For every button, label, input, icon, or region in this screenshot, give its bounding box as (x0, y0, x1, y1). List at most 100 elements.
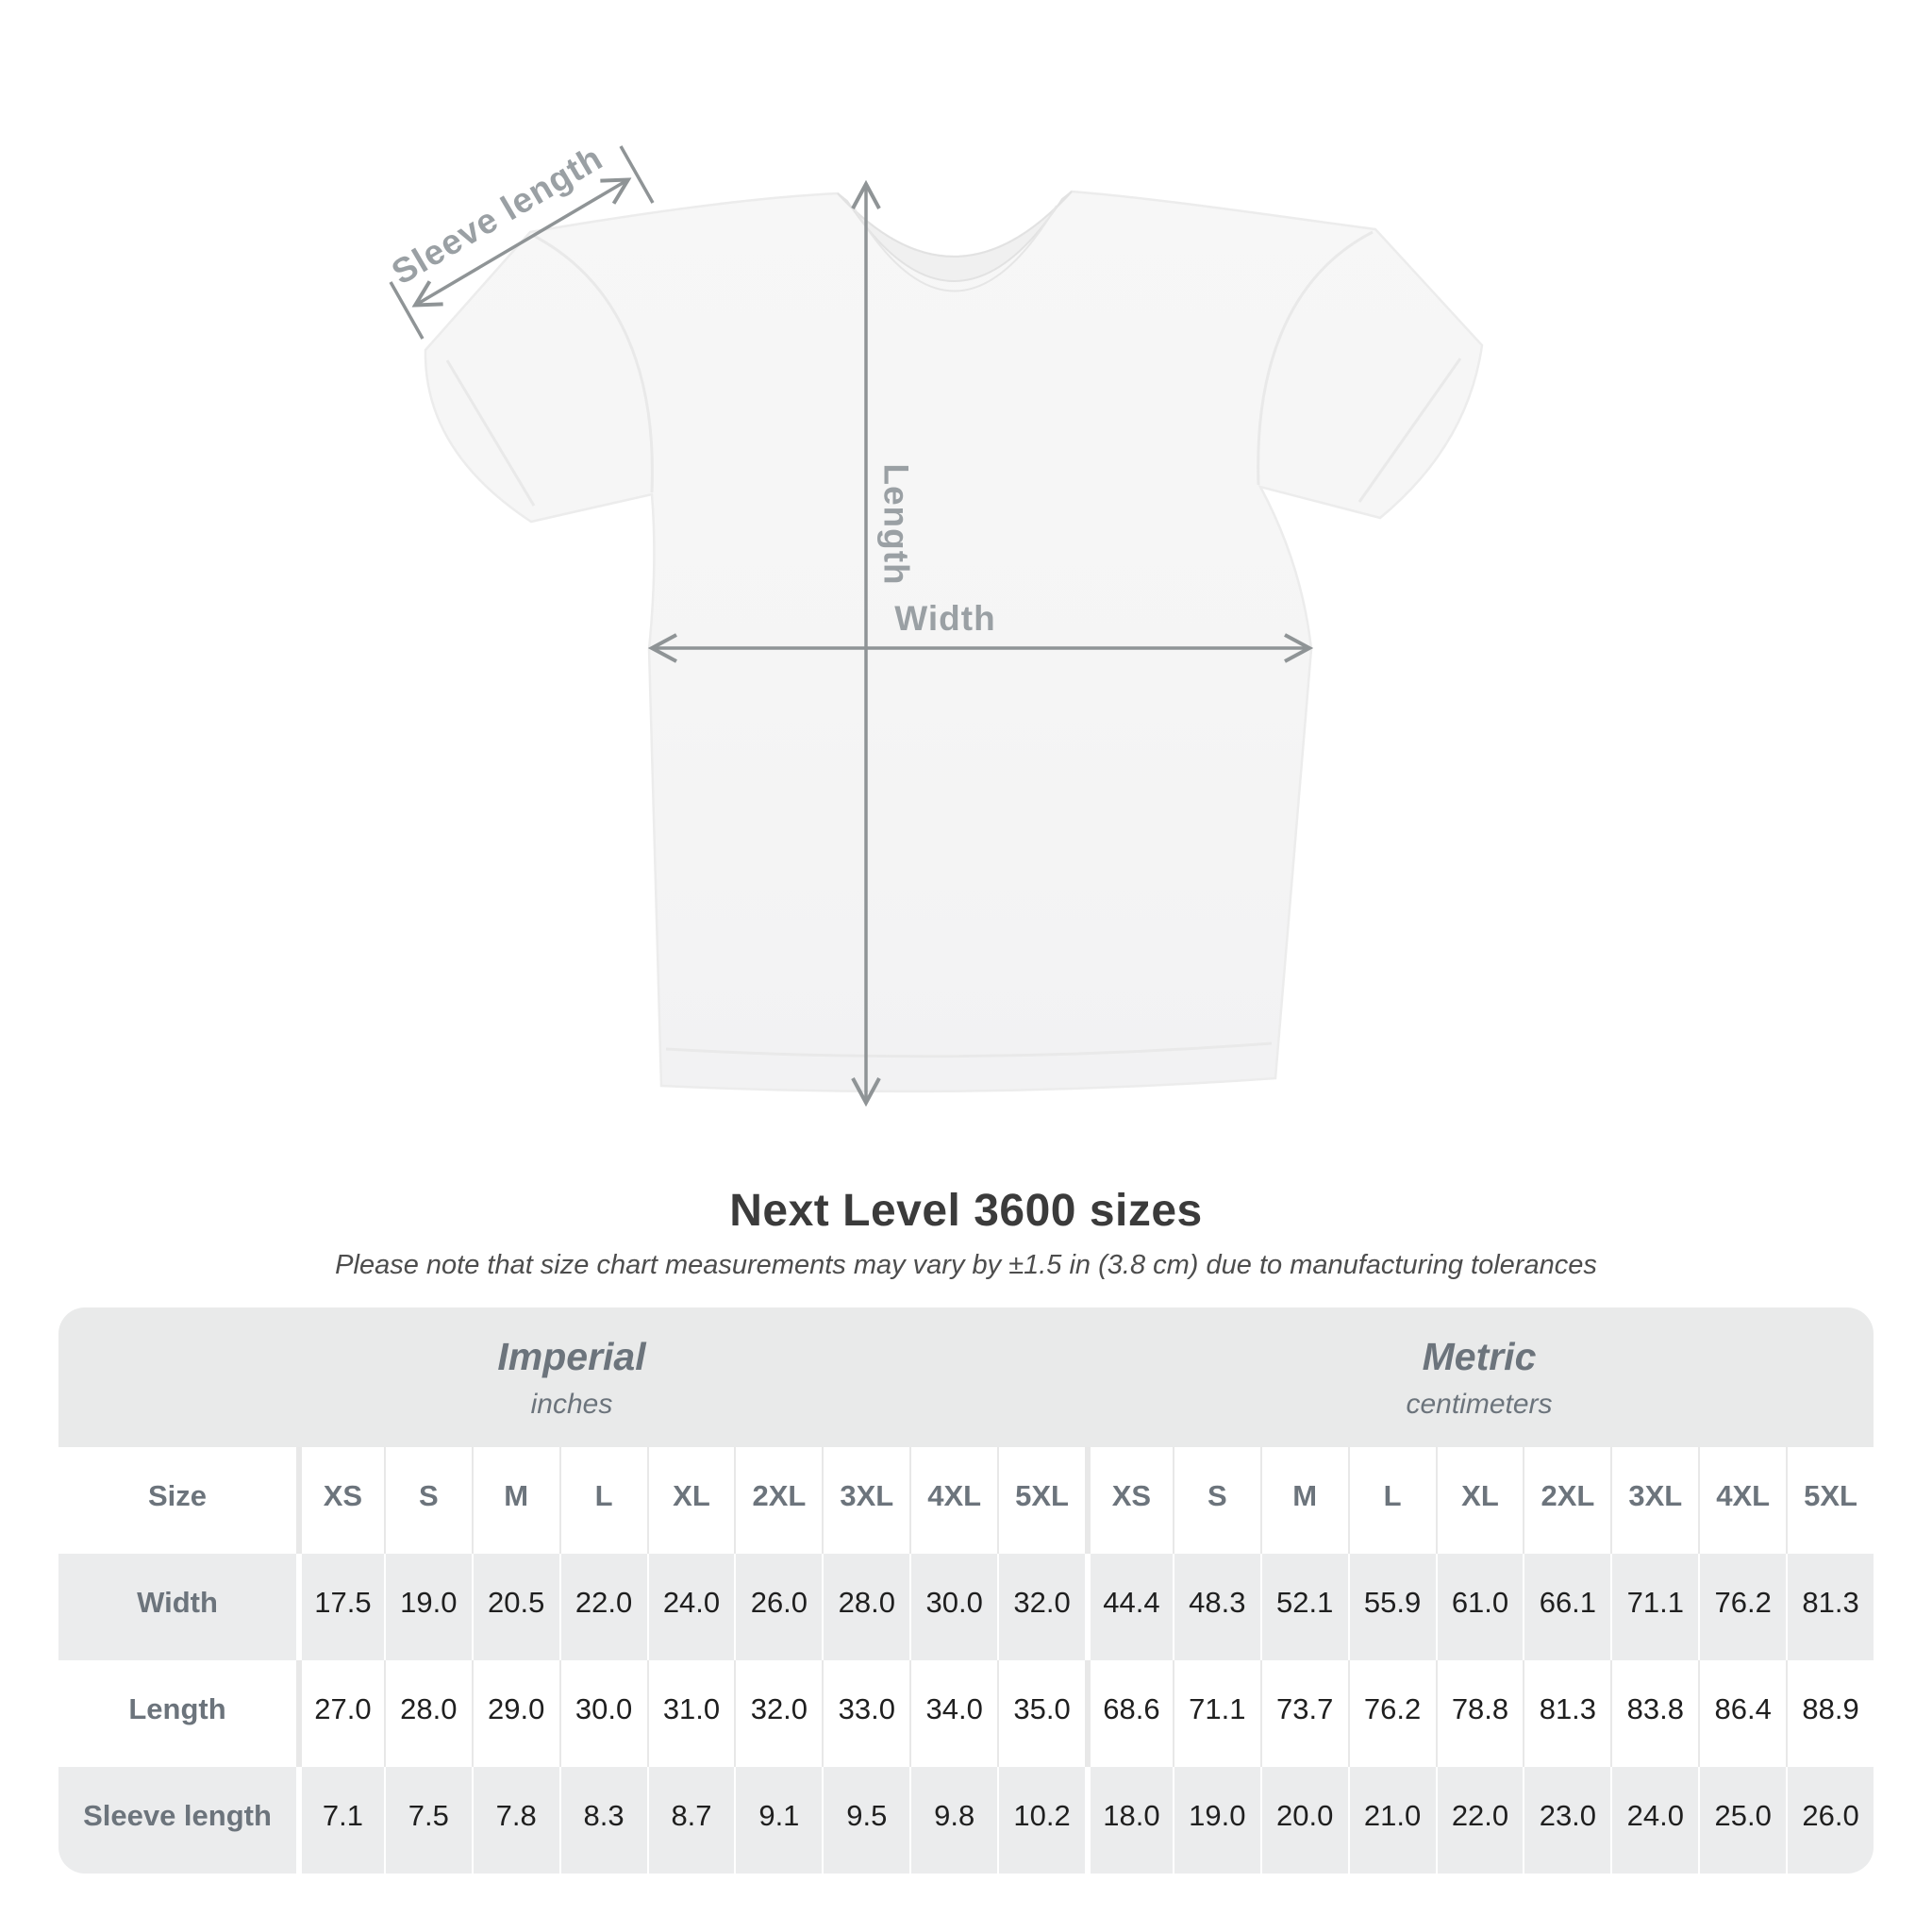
sleeve-length-metric-4xl: 25.0 (1698, 1767, 1787, 1874)
size-header-metric-3xl: 3XL (1610, 1447, 1699, 1554)
length-imperial-l: 30.0 (558, 1660, 647, 1767)
metric-unit: centimeters (1406, 1388, 1553, 1420)
width-metric-l: 55.9 (1347, 1554, 1436, 1660)
sleeve-length-arrow (416, 180, 627, 305)
length-metric-m: 73.7 (1259, 1660, 1348, 1767)
length-imperial-m: 29.0 (471, 1660, 559, 1767)
size-header-imperial-5xl: 5XL (997, 1447, 1085, 1554)
size-header-metric-5xl: 5XL (1786, 1447, 1874, 1554)
sleeve-length-metric-xl: 22.0 (1435, 1767, 1524, 1874)
size-header-metric-4xl: 4XL (1698, 1447, 1787, 1554)
width-imperial-5xl: 32.0 (997, 1554, 1085, 1660)
length-metric-3xl: 83.8 (1610, 1660, 1699, 1767)
width-imperial-xl: 24.0 (646, 1554, 735, 1660)
measurement-grid: Size XS S M L XL 2XL 3XL 4XL 5XL XS S M L XL 2XL 3XL 4XL 5… (58, 1447, 1874, 1874)
length-metric-s: 71.1 (1172, 1660, 1260, 1767)
length-metric-4xl: 86.4 (1698, 1660, 1787, 1767)
size-header-metric-l: L (1347, 1447, 1436, 1554)
sleeve-length-imperial-s: 7.5 (383, 1767, 472, 1874)
size-header-imperial-m: M (471, 1447, 559, 1554)
title-block: Next Level 3600 sizes Please note that s… (0, 1185, 1932, 1281)
row-label-sleeve-length: Sleeve length (58, 1767, 296, 1874)
sleeve-length-imperial-l: 8.3 (558, 1767, 647, 1874)
width-metric-m: 52.1 (1259, 1554, 1348, 1660)
length-imperial-s: 28.0 (383, 1660, 472, 1767)
width-metric-5xl: 81.3 (1786, 1554, 1874, 1660)
size-header-metric-s: S (1172, 1447, 1260, 1554)
size-table: Imperial inches Metric centimeters Size X… (58, 1307, 1874, 1874)
sleeve-length-imperial-4xl: 9.8 (909, 1767, 998, 1874)
width-metric-s: 48.3 (1172, 1554, 1260, 1660)
tshirt-measurement-diagram: Sleeve length Length Width (385, 139, 1484, 1189)
metric-name: Metric (1422, 1334, 1537, 1378)
sleeve-length-imperial-m: 7.8 (471, 1767, 559, 1874)
sleeve-arrow-tick-top (619, 145, 655, 204)
width-imperial-2xl: 26.0 (734, 1554, 823, 1660)
width-metric-xs: 44.4 (1084, 1554, 1173, 1660)
left-cuff-seam (445, 359, 536, 507)
sleeve-arrow-tick-bottom (389, 281, 425, 340)
sleeve-length-imperial-3xl: 9.5 (822, 1767, 910, 1874)
width-label: Width (894, 599, 995, 638)
size-header-imperial-xs: XS (296, 1447, 384, 1554)
sleeve-length-metric-s: 19.0 (1172, 1767, 1260, 1874)
imperial-unit: inches (530, 1388, 613, 1420)
width-metric-2xl: 66.1 (1523, 1554, 1611, 1660)
right-armhole-seam (1257, 230, 1374, 486)
sleeve-length-metric-3xl: 24.0 (1610, 1767, 1699, 1874)
tshirt-silhouette (424, 190, 1484, 1093)
size-column-header: Size (58, 1447, 296, 1554)
hem-seam (665, 1041, 1273, 1058)
length-metric-xl: 78.8 (1435, 1660, 1524, 1767)
size-header-metric-2xl: 2XL (1523, 1447, 1611, 1554)
length-imperial-2xl: 32.0 (734, 1660, 823, 1767)
length-imperial-5xl: 35.0 (997, 1660, 1085, 1767)
length-imperial-4xl: 34.0 (909, 1660, 998, 1767)
size-header-imperial-3xl: 3XL (822, 1447, 910, 1554)
length-metric-l: 76.2 (1347, 1660, 1436, 1767)
width-metric-3xl: 71.1 (1610, 1554, 1699, 1660)
size-header-metric-xl: XL (1435, 1447, 1524, 1554)
length-metric-5xl: 88.9 (1786, 1660, 1874, 1767)
width-imperial-m: 20.5 (471, 1554, 559, 1660)
imperial-header: Imperial inches (58, 1307, 1085, 1447)
width-imperial-3xl: 28.0 (822, 1554, 910, 1660)
size-header-imperial-s: S (383, 1447, 472, 1554)
length-imperial-3xl: 33.0 (822, 1660, 910, 1767)
metric-header: Metric centimeters (1085, 1307, 1874, 1447)
page-title: Next Level 3600 sizes (729, 1186, 1203, 1236)
sleeve-length-imperial-2xl: 9.1 (734, 1767, 823, 1874)
size-header-metric-m: M (1259, 1447, 1348, 1554)
sleeve-length-metric-l: 21.0 (1347, 1767, 1436, 1874)
sleeve-length-imperial-5xl: 10.2 (997, 1767, 1085, 1874)
length-label: Length (877, 463, 916, 585)
sleeve-length-imperial-xs: 7.1 (296, 1767, 384, 1874)
sleeve-length-metric-5xl: 26.0 (1786, 1767, 1874, 1874)
length-metric-2xl: 81.3 (1523, 1660, 1611, 1767)
size-header-imperial-4xl: 4XL (909, 1447, 998, 1554)
length-imperial-xs: 27.0 (296, 1660, 384, 1767)
sleeve-length-imperial-xl: 8.7 (646, 1767, 735, 1874)
right-cuff-seam (1357, 358, 1462, 503)
size-header-imperial-l: L (558, 1447, 647, 1554)
imperial-name: Imperial (497, 1334, 646, 1378)
row-label-length: Length (58, 1660, 296, 1767)
length-imperial-xl: 31.0 (646, 1660, 735, 1767)
row-label-width: Width (58, 1554, 296, 1660)
width-imperial-xs: 17.5 (296, 1554, 384, 1660)
width-imperial-s: 19.0 (383, 1554, 472, 1660)
tolerance-note: Please note that size chart measurements… (335, 1250, 1597, 1280)
width-metric-4xl: 76.2 (1698, 1554, 1787, 1660)
sleeve-length-metric-m: 20.0 (1259, 1767, 1348, 1874)
size-header-metric-xs: XS (1084, 1447, 1173, 1554)
length-metric-xs: 68.6 (1084, 1660, 1173, 1767)
width-metric-xl: 61.0 (1435, 1554, 1524, 1660)
size-header-imperial-xl: XL (646, 1447, 735, 1554)
sleeve-length-metric-2xl: 23.0 (1523, 1767, 1611, 1874)
size-header-imperial-2xl: 2XL (734, 1447, 823, 1554)
width-imperial-l: 22.0 (558, 1554, 647, 1660)
unit-header-band: Imperial inches Metric centimeters (58, 1307, 1874, 1447)
collar (837, 191, 1073, 282)
width-imperial-4xl: 30.0 (909, 1554, 998, 1660)
sleeve-length-metric-xs: 18.0 (1084, 1767, 1173, 1874)
